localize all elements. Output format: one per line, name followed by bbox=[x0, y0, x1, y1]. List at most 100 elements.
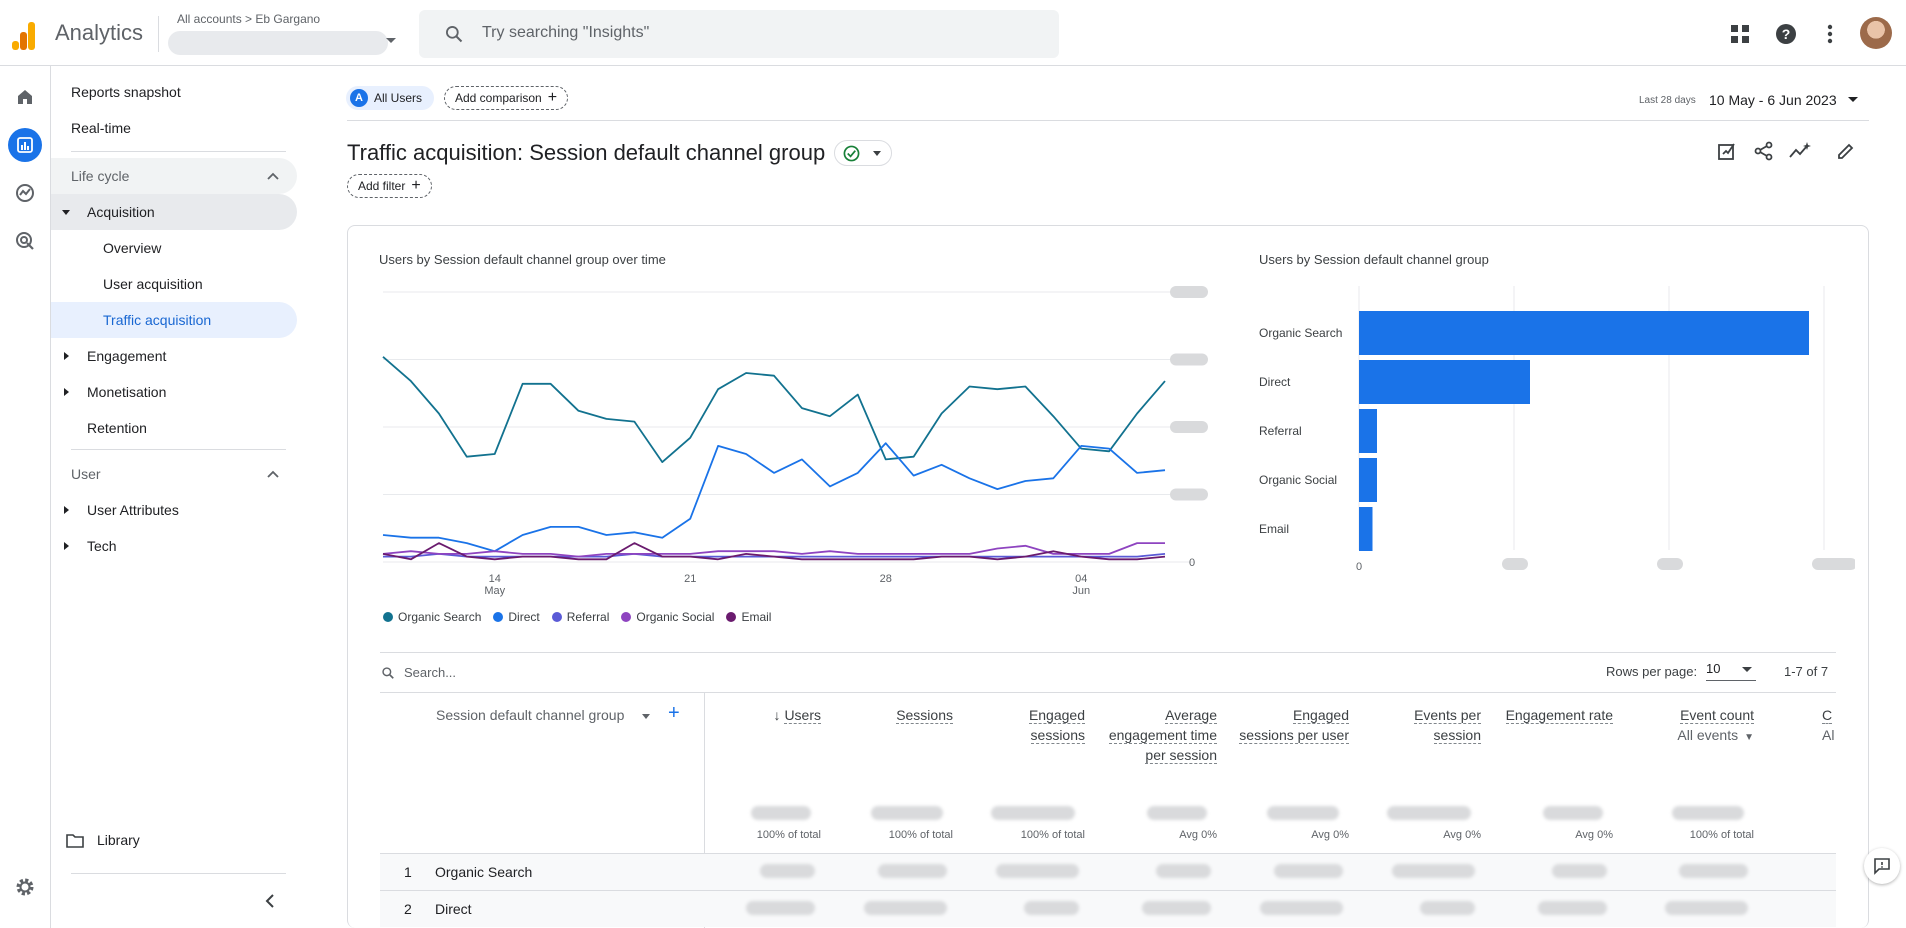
legend-label: Email bbox=[741, 610, 772, 624]
report-status-dropdown[interactable] bbox=[834, 140, 892, 166]
settings-gear-icon[interactable] bbox=[8, 870, 42, 904]
metric-header[interactable]: Events per session bbox=[1371, 705, 1481, 745]
edit-pencil-icon[interactable] bbox=[1833, 138, 1859, 164]
nav-label: Reports snapshot bbox=[71, 84, 181, 100]
nav-realtime[interactable]: Real-time bbox=[51, 110, 297, 146]
nav-label: Acquisition bbox=[87, 204, 155, 220]
metric-header[interactable]: Engaged sessions per user bbox=[1239, 705, 1349, 745]
metric-header-partial[interactable]: C Al bbox=[1822, 705, 1838, 745]
metric-total-caption: Avg 0% bbox=[1311, 829, 1349, 841]
metric-header[interactable]: Engaged sessions bbox=[975, 705, 1085, 745]
legend-item[interactable]: Organic Search bbox=[383, 610, 481, 624]
caret-right-icon bbox=[64, 542, 69, 550]
row-channel-name[interactable]: Organic Search bbox=[435, 864, 533, 880]
search-input[interactable]: Try searching "Insights" bbox=[482, 24, 650, 41]
metric-header[interactable]: Engagement rate bbox=[1503, 705, 1613, 725]
nav-traffic-acquisition[interactable]: Traffic acquisition bbox=[51, 302, 297, 338]
chevron-down-icon[interactable] bbox=[1848, 97, 1858, 102]
help-icon[interactable]: ? bbox=[1772, 20, 1800, 48]
left-rail bbox=[0, 66, 51, 928]
legend-item[interactable]: Organic Social bbox=[621, 610, 714, 624]
bar bbox=[1359, 311, 1809, 355]
nav-reports-snapshot[interactable]: Reports snapshot bbox=[51, 74, 297, 110]
date-range-picker[interactable]: 10 May - 6 Jun 2023 bbox=[1709, 92, 1837, 108]
report-navigation: Reports snapshot Real-time Life cycle Ac… bbox=[51, 66, 301, 928]
x-tick-label: 21 bbox=[684, 573, 696, 585]
property-selector[interactable] bbox=[168, 31, 388, 55]
breadcrumb-account[interactable]: Eb Gargano bbox=[255, 12, 321, 26]
metric-header[interactable]: Average engagement time per session bbox=[1107, 705, 1217, 765]
row-channel-name[interactable]: Direct bbox=[435, 901, 472, 917]
advertising-icon[interactable] bbox=[8, 224, 42, 258]
chevron-down-icon[interactable] bbox=[1742, 667, 1752, 672]
table-search-input[interactable]: Search... bbox=[404, 665, 457, 680]
legend-dot bbox=[726, 612, 737, 622]
search-icon bbox=[382, 667, 394, 679]
redacted-cell-value bbox=[760, 864, 815, 878]
feedback-button[interactable] bbox=[1864, 848, 1900, 884]
redacted-cell-value bbox=[1552, 864, 1607, 878]
bar-category-label: Referral bbox=[1259, 424, 1302, 438]
nav-retention[interactable]: Retention bbox=[51, 410, 297, 446]
x-tick-label: 14 bbox=[489, 573, 501, 585]
legend-item[interactable]: Email bbox=[726, 610, 771, 624]
reports-icon[interactable] bbox=[8, 128, 42, 162]
nav-user-acquisition[interactable]: User acquisition bbox=[51, 266, 297, 302]
bar-category-label: Organic Social bbox=[1259, 473, 1337, 487]
analytics-logo-icon[interactable] bbox=[10, 18, 38, 50]
nav-label: User acquisition bbox=[103, 276, 203, 292]
nav-tech[interactable]: Tech bbox=[51, 528, 297, 564]
app-brand[interactable]: Analytics bbox=[55, 20, 144, 45]
metric-header[interactable]: ↓ Users bbox=[711, 705, 821, 725]
table-row[interactable]: 1 Organic Search bbox=[380, 853, 1836, 890]
add-dimension-plus-icon[interactable]: + bbox=[668, 702, 680, 724]
dimension-column-header[interactable]: Session default channel group bbox=[436, 707, 624, 723]
rows-per-page-select[interactable]: 10 bbox=[1706, 661, 1756, 681]
line-chart-legend: Organic Search Direct Referral Organic S… bbox=[383, 610, 771, 624]
nav-label: Traffic acquisition bbox=[103, 312, 212, 328]
metric-header[interactable]: Sessions bbox=[843, 705, 953, 725]
table-row[interactable]: 2 Direct bbox=[380, 890, 1836, 927]
apps-grid-icon[interactable] bbox=[1726, 20, 1754, 48]
redacted-cell-value bbox=[1392, 864, 1475, 878]
customize-report-icon[interactable] bbox=[1714, 138, 1740, 164]
more-vert-icon[interactable] bbox=[1816, 20, 1844, 48]
nav-library[interactable]: Library bbox=[51, 822, 297, 858]
caret-down-icon[interactable] bbox=[642, 714, 650, 719]
metric-header-label: C bbox=[1822, 707, 1833, 724]
sort-arrow-down-icon: ↓ bbox=[773, 707, 781, 723]
chevron-right-icon: > bbox=[245, 12, 256, 26]
search-bar[interactable]: Try searching "Insights" bbox=[419, 10, 1059, 58]
bar-chart[interactable]: 0 Organic Search Direct Referral Organic Soc… bbox=[1255, 280, 1855, 600]
metric-header-label: Engaged sessions per user bbox=[1239, 707, 1349, 744]
legend-item[interactable]: Referral bbox=[551, 610, 609, 624]
insights-icon[interactable] bbox=[1787, 138, 1813, 164]
share-icon[interactable] bbox=[1751, 138, 1777, 164]
caret-down-icon[interactable]: ▼ bbox=[1744, 732, 1754, 743]
nav-user-attributes[interactable]: User Attributes bbox=[51, 492, 297, 528]
add-filter-button[interactable]: Add filter + bbox=[347, 174, 432, 198]
breadcrumb-all-accounts[interactable]: All accounts bbox=[177, 12, 242, 26]
nav-overview[interactable]: Overview bbox=[51, 230, 297, 266]
legend-label: Organic Search bbox=[398, 610, 482, 624]
nav-monetisation[interactable]: Monetisation bbox=[51, 374, 297, 410]
nav-acquisition[interactable]: Acquisition bbox=[51, 194, 297, 230]
collapse-chevron-left-icon[interactable] bbox=[265, 893, 275, 909]
nav-section-user[interactable]: User bbox=[51, 456, 297, 492]
legend-item[interactable]: Direct bbox=[493, 610, 540, 624]
home-icon[interactable] bbox=[8, 80, 42, 114]
metric-total-caption: 100% of total bbox=[1689, 829, 1754, 841]
avatar[interactable] bbox=[1860, 17, 1892, 49]
explore-icon[interactable] bbox=[8, 176, 42, 210]
nav-engagement[interactable]: Engagement bbox=[51, 338, 297, 374]
add-comparison-button[interactable]: Add comparison + bbox=[444, 86, 569, 110]
metric-header[interactable]: Event count All events ▼ bbox=[1644, 705, 1754, 748]
segment-chip-all-users[interactable]: A All Users bbox=[346, 86, 434, 110]
rows-per-page-label: Rows per page: bbox=[1606, 664, 1698, 679]
series-line bbox=[382, 442, 1166, 553]
nav-section-lifecycle[interactable]: Life cycle bbox=[51, 158, 297, 194]
account-breadcrumb[interactable]: All accounts > Eb Gargano bbox=[177, 12, 320, 26]
y-tick-label: 0 bbox=[1189, 557, 1195, 569]
chevron-down-icon[interactable] bbox=[386, 38, 396, 43]
